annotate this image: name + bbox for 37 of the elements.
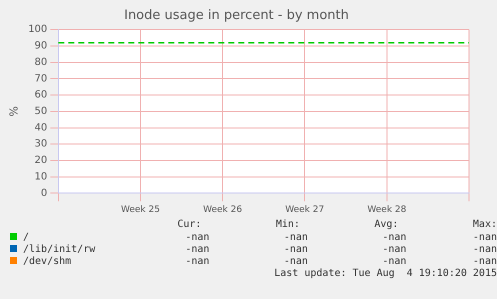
y-tick-label: 40 (34, 122, 48, 134)
text: Cur: (176, 218, 202, 231)
text: -nan (184, 243, 210, 255)
text: -nan (472, 243, 497, 255)
y-tick-label: 0 (40, 188, 48, 199)
y-tick-label: 20 (34, 155, 48, 166)
y-tick-label: 70 (34, 73, 48, 84)
y-axis-title: % (7, 106, 20, 117)
text: -nan (282, 231, 308, 243)
text: -nan (184, 255, 210, 267)
text: -nan (381, 231, 406, 243)
text: -nan (282, 243, 308, 255)
text: -nan (184, 231, 210, 243)
text: -nan (381, 255, 406, 267)
chart-title: Inode usage in percent - by month (124, 8, 349, 24)
text: Max: (472, 218, 497, 231)
x-tick-label: Week 25 (120, 204, 160, 215)
text: Last update: Tue Aug 4 19:10:20 2015 (273, 267, 497, 280)
y-tick-label: 100 (28, 24, 48, 36)
legend-label: /lib/init/rw (22, 243, 96, 255)
text: -nan (381, 243, 406, 255)
x-tick-label: Week 28 (367, 204, 407, 215)
y-tick-label: 10 (34, 171, 48, 182)
y-tick-label: 80 (34, 56, 48, 68)
y-tick-label: 30 (34, 138, 48, 150)
legend-label: /dev/shm (22, 255, 72, 267)
y-tick-label: 90 (34, 40, 48, 52)
text: -nan (282, 255, 308, 267)
x-tick-label: Week 27 (285, 204, 324, 215)
y-tick-label: 60 (34, 90, 48, 101)
x-tick-label: Week 26 (203, 204, 242, 215)
text: -nan (472, 231, 497, 243)
text: -nan (472, 255, 497, 267)
legend-label: / (22, 231, 30, 243)
text: Avg: (373, 218, 400, 231)
text: Min: (274, 218, 301, 231)
y-tick-label: 50 (34, 106, 48, 117)
